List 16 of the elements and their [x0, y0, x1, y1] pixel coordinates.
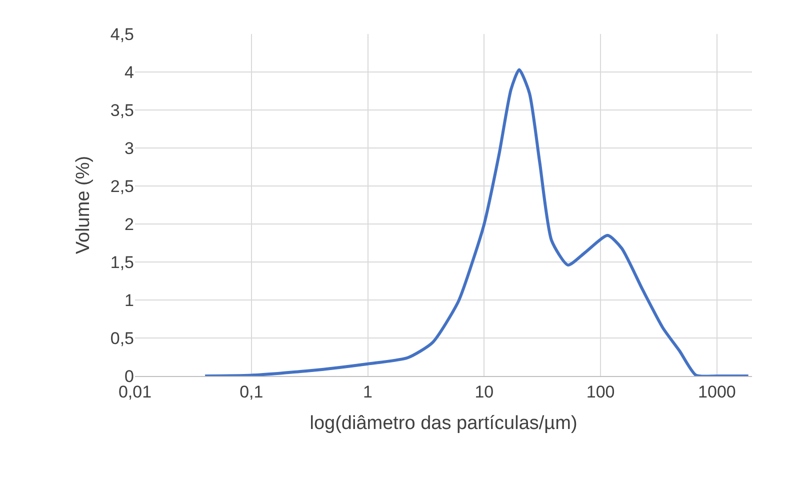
y-tick-label: 3,5	[110, 100, 134, 120]
x-tick-label: 10	[474, 382, 494, 402]
y-axis-title: Volume (%)	[73, 156, 94, 254]
y-tick-label: 1	[124, 290, 134, 310]
x-tick-label: 1	[363, 382, 373, 402]
x-tick-label: 1000	[698, 382, 736, 402]
y-tick-label: 1,5	[110, 252, 134, 272]
y-tick-label: 4	[124, 62, 134, 82]
x-axis-title: log(diâmetro das partículas/µm)	[310, 413, 578, 434]
y-tick-label: 2,5	[110, 176, 134, 196]
x-tick-label: 0,1	[240, 382, 264, 402]
y-tick-label: 0,5	[110, 328, 134, 348]
x-tick-label: 100	[586, 382, 615, 402]
y-tick-label: 4,5	[110, 24, 134, 44]
y-tick-label: 3	[124, 138, 134, 158]
y-tick-label: 2	[124, 214, 134, 234]
